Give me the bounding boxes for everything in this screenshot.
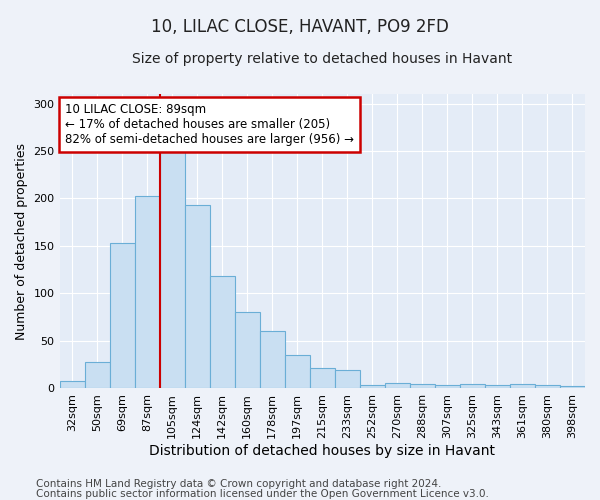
Bar (110, 243, 134, 388)
Y-axis label: Number of detached properties: Number of detached properties (15, 142, 28, 340)
X-axis label: Distribution of detached houses by size in Havant: Distribution of detached houses by size … (149, 444, 495, 458)
Text: 10, LILAC CLOSE, HAVANT, PO9 2FD: 10, LILAC CLOSE, HAVANT, PO9 2FD (151, 18, 449, 36)
Bar (235, 312, 260, 388)
Bar (560, 386, 585, 388)
Bar (485, 385, 510, 388)
Bar (410, 384, 435, 388)
Bar (435, 385, 460, 388)
Bar (335, 370, 360, 388)
Bar (209, 276, 235, 388)
Bar (510, 384, 535, 388)
Title: Size of property relative to detached houses in Havant: Size of property relative to detached ho… (132, 52, 512, 66)
Bar (460, 384, 485, 388)
Bar (360, 385, 385, 388)
Bar (85, 362, 110, 388)
Bar (185, 205, 209, 388)
Bar (285, 355, 310, 388)
Bar (385, 383, 410, 388)
Bar (260, 331, 285, 388)
Text: 10 LILAC CLOSE: 89sqm
← 17% of detached houses are smaller (205)
82% of semi-det: 10 LILAC CLOSE: 89sqm ← 17% of detached … (65, 103, 354, 146)
Bar (535, 385, 560, 388)
Bar (59, 382, 85, 388)
Bar (160, 151, 185, 388)
Text: Contains public sector information licensed under the Open Government Licence v3: Contains public sector information licen… (36, 489, 489, 499)
Bar (310, 368, 335, 388)
Text: Contains HM Land Registry data © Crown copyright and database right 2024.: Contains HM Land Registry data © Crown c… (36, 479, 442, 489)
Bar (134, 196, 160, 388)
